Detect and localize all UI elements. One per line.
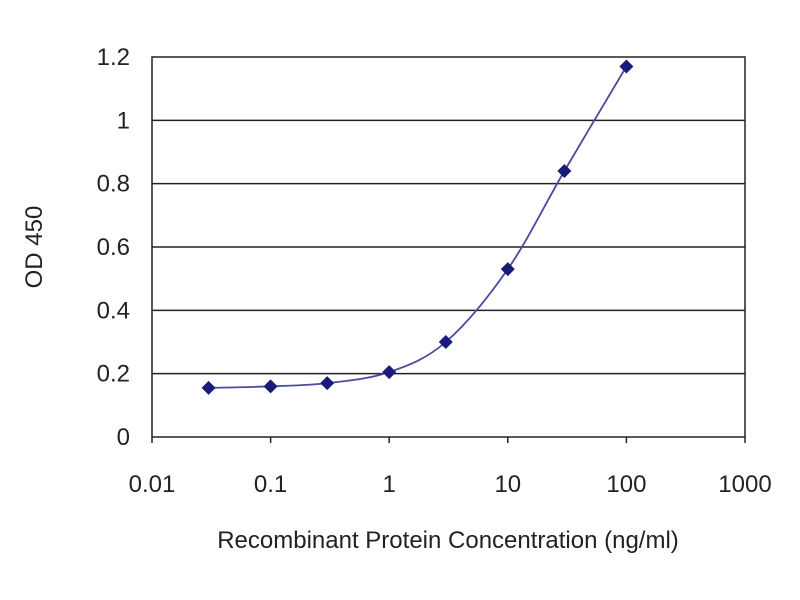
x-tick-label: 10 bbox=[494, 471, 521, 498]
x-tick-label: 0.1 bbox=[254, 471, 287, 498]
plot-area bbox=[151, 56, 746, 438]
data-point bbox=[201, 380, 216, 395]
x-tick-label: 0.01 bbox=[129, 471, 176, 498]
y-tick-label: 0.6 bbox=[97, 234, 130, 261]
y-tick-label: 1.2 bbox=[97, 44, 130, 71]
gridlines bbox=[151, 119, 746, 443]
data-point bbox=[619, 59, 634, 74]
data-point bbox=[263, 379, 278, 394]
x-tick-label: 1 bbox=[383, 471, 396, 498]
x-tick-labels: 0.01 0.1 1 10 100 1000 bbox=[129, 471, 772, 498]
data-point bbox=[557, 164, 572, 178]
x-tick-label: 100 bbox=[606, 471, 646, 498]
y-tick-label: 0 bbox=[117, 424, 130, 451]
data-point bbox=[382, 365, 397, 380]
data-points bbox=[201, 59, 634, 395]
y-tick-labels: 0 0.2 0.4 0.6 0.8 1 1.2 bbox=[97, 44, 130, 451]
x-axis-label: Recombinant Protein Concentration (ng/ml… bbox=[217, 527, 679, 554]
x-tick-label: 1000 bbox=[718, 471, 771, 498]
data-point bbox=[500, 262, 515, 277]
data-point bbox=[320, 376, 335, 391]
y-tick-label: 0.4 bbox=[97, 297, 130, 324]
y-axis-label: OD 450 bbox=[21, 206, 48, 289]
fit-curve bbox=[208, 66, 628, 389]
y-tick-label: 0.2 bbox=[97, 361, 130, 388]
y-tick-label: 0.8 bbox=[97, 171, 130, 198]
y-tick-label: 1 bbox=[117, 107, 130, 134]
data-point bbox=[438, 335, 453, 349]
